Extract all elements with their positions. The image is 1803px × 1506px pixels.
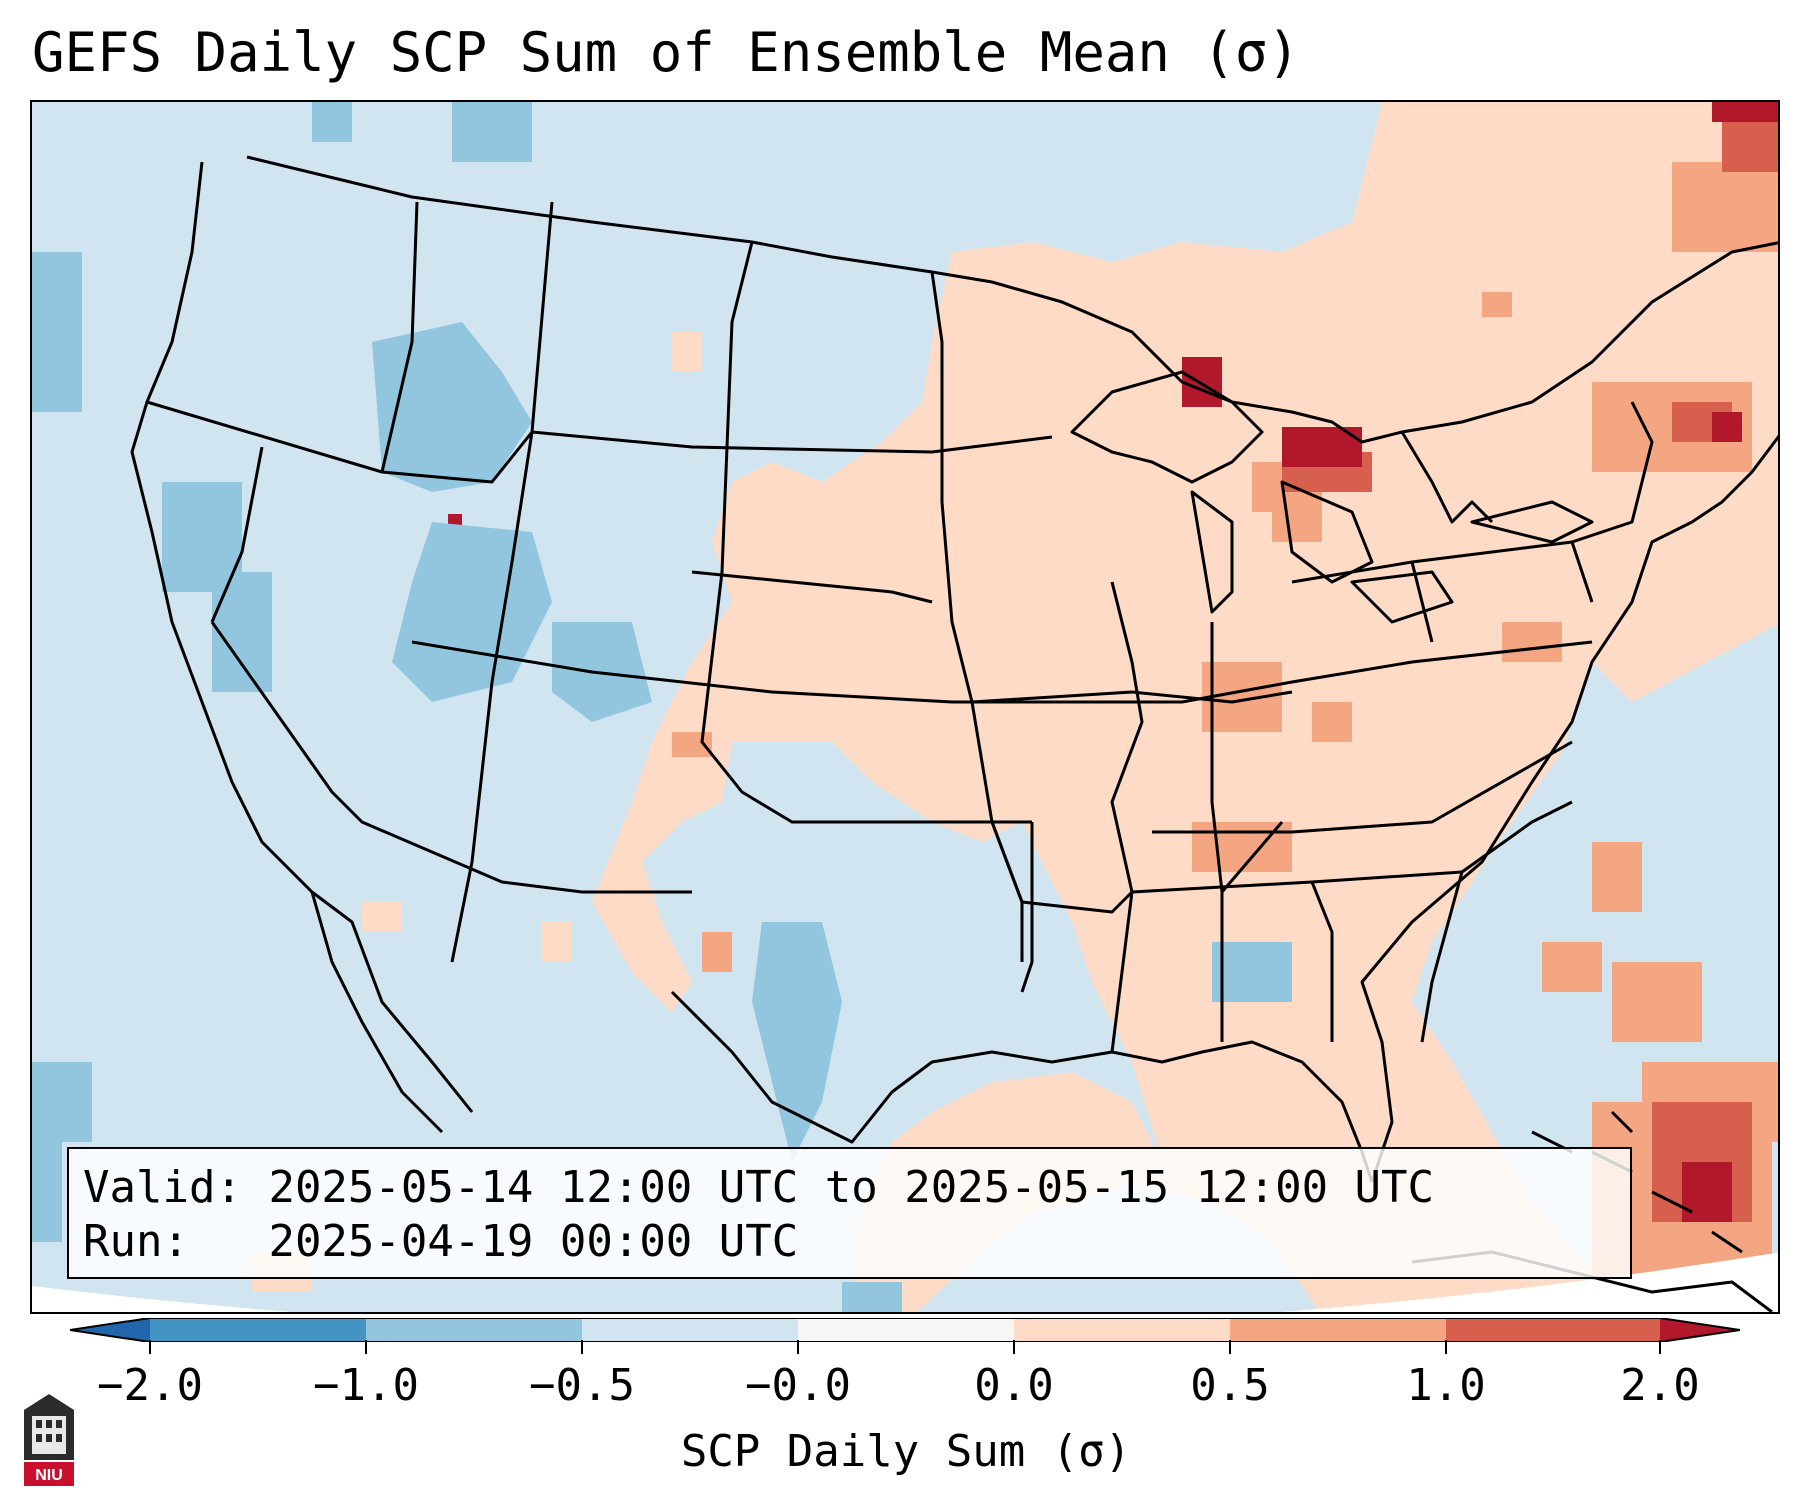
niu-logo: NIU xyxy=(24,1394,74,1486)
outside-domain xyxy=(32,1252,1778,1312)
colorbar-tick xyxy=(797,1340,799,1354)
colorbar-title: SCP Daily Sum (σ) xyxy=(680,1426,1132,1477)
colorbar-segment xyxy=(798,1318,1014,1342)
run-label: Run: xyxy=(83,1216,189,1267)
colorbar-extend-low xyxy=(70,1318,150,1342)
above-normal-layer xyxy=(252,102,1778,1312)
map-canvas xyxy=(32,102,1778,1312)
run-value: 2025-04-19 00:00 UTC xyxy=(268,1216,799,1267)
colorbar-tick-label: 0.5 xyxy=(1190,1360,1270,1411)
colorbar-tick-label: −0.0 xyxy=(745,1360,851,1411)
colorbar-tick-label: −0.5 xyxy=(529,1360,635,1411)
colorbar-extend-high xyxy=(1660,1318,1740,1342)
colorbar-segment xyxy=(1014,1318,1230,1342)
colorbar-segment xyxy=(366,1318,582,1342)
boundaries-layer xyxy=(130,155,1778,1312)
colorbar xyxy=(70,1318,1740,1342)
valid-label: Valid: xyxy=(83,1162,242,1213)
map-panel[interactable] xyxy=(30,100,1780,1314)
colorbar-tick-label: 2.0 xyxy=(1620,1360,1700,1411)
colorbar-tick xyxy=(149,1340,151,1354)
colorbar-segment xyxy=(1446,1318,1660,1342)
colorbar-tick-label: −2.0 xyxy=(97,1360,203,1411)
colorbar-tick xyxy=(365,1340,367,1354)
colorbar-tick-label: 0.0 xyxy=(974,1360,1054,1411)
colorbar-tick xyxy=(1659,1340,1661,1354)
valid-value: 2025-05-14 12:00 UTC to 2025-05-15 12:00… xyxy=(268,1162,1435,1213)
colorbar-segment xyxy=(1230,1318,1446,1342)
colorbar-tick-label: 1.0 xyxy=(1406,1360,1486,1411)
logo-text: NIU xyxy=(35,1467,63,1484)
colorbar-tick xyxy=(581,1340,583,1354)
map-title: GEFS Daily SCP Sum of Ensemble Mean (σ) xyxy=(32,21,1300,84)
colorbar-tick xyxy=(1013,1340,1015,1354)
validity-info-box: Valid: 2025-05-14 12:00 UTC to 2025-05-1… xyxy=(67,1147,1632,1279)
colorbar-segment xyxy=(150,1318,366,1342)
colorbar-tick xyxy=(1445,1340,1447,1354)
colorbar-tick-label: −1.0 xyxy=(313,1360,419,1411)
colorbar-tick xyxy=(1229,1340,1231,1354)
colorbar-segment xyxy=(582,1318,798,1342)
